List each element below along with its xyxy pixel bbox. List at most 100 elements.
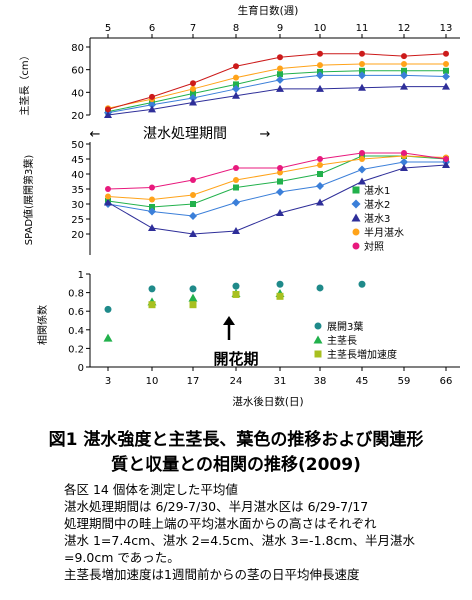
p1-top-axis-title: 生育日数(週) <box>238 4 299 17</box>
p1-data-point <box>232 84 240 93</box>
p2-data-point <box>149 204 155 210</box>
p1-data-point <box>358 83 366 91</box>
p2-legend-marker <box>352 228 360 236</box>
p1-data-point <box>190 85 196 92</box>
p2-data-point <box>276 188 284 196</box>
p3-flowering-arrowhead <box>223 316 235 325</box>
caption-title-line2: 質と収量との相関の推移(2009) <box>111 455 361 475</box>
p2-ytick-label: 25 <box>71 215 84 226</box>
p2-ytick-label: 40 <box>71 170 84 181</box>
caption-note-2: 湛水処理期間は 6/29-7/30、半月湛水区は 6/29-7/17 <box>64 499 369 514</box>
p2-data-point <box>358 165 366 174</box>
p3-ytick-label: 1 <box>78 270 84 281</box>
p1-top-tick-label: 13 <box>440 23 453 34</box>
p1-data-point <box>359 61 365 67</box>
p2-data-point <box>443 156 449 162</box>
p1-period-arrow-left: ← <box>90 127 101 142</box>
p2-series-line <box>107 161 446 217</box>
p1-data-point <box>317 50 323 57</box>
p3-xtick-label: 17 <box>187 376 200 387</box>
p2-data-point <box>277 169 283 176</box>
p1-period-arrow-right: → <box>260 127 271 142</box>
p2-data-point <box>277 165 283 171</box>
p1-data-point <box>316 84 324 92</box>
p1-top-tick-label: 5 <box>105 23 111 34</box>
p2-ytick-label: 35 <box>71 185 84 196</box>
p1-data-point <box>277 54 283 61</box>
p1-data-point <box>358 71 366 80</box>
p1-top-tick-label: 11 <box>356 23 369 34</box>
p1-data-point <box>359 50 365 57</box>
p1-data-point <box>190 90 196 97</box>
p3-data-point <box>316 284 324 292</box>
p3-data-point <box>276 292 284 300</box>
p1-data-point <box>233 74 239 81</box>
p1-data-point <box>442 82 450 90</box>
p1-ytick-label: 40 <box>71 88 84 99</box>
p2-legend-marker <box>352 242 360 250</box>
p3-xtick-label: 38 <box>314 376 327 387</box>
p3-legend-marker <box>314 322 322 330</box>
p1-top-tick-label: 12 <box>398 23 411 34</box>
p2-data-point <box>277 178 283 185</box>
p1-data-point <box>276 75 284 84</box>
caption-note-5: =9.0cm であった。 <box>64 550 180 565</box>
p1-data-point <box>401 53 407 60</box>
p1-data-point <box>401 67 407 74</box>
p1-top-tick-label: 9 <box>277 23 283 34</box>
p3-data-point <box>232 282 240 290</box>
p2-series-line <box>107 164 447 235</box>
p1-data-point <box>105 106 111 113</box>
p2-data-point <box>233 177 239 183</box>
p3-data-point <box>104 305 112 313</box>
p1-period-label: 湛水処理期間 <box>143 126 227 142</box>
p1-ytick-label: 60 <box>71 66 84 77</box>
p1-data-point <box>190 80 196 87</box>
p2-data-point <box>190 192 196 198</box>
p2-data-point <box>233 165 239 171</box>
p1-data-point <box>400 71 408 80</box>
p3-ytick-label: 0.4 <box>68 326 84 337</box>
p2-legend-label: 湛水2 <box>364 199 390 211</box>
p1-y-axis-title: 主茎長（cm） <box>19 50 31 115</box>
p1-top-tick-label: 7 <box>190 23 196 34</box>
p1-data-point <box>148 105 156 113</box>
p3-data-point <box>189 301 197 309</box>
caption-title-line1: 図1 湛水強度と主茎長、葉色の推移および関連形 <box>48 430 424 450</box>
p3-data-point <box>358 280 366 288</box>
p1-data-point <box>442 72 450 81</box>
p3-x-axis-title: 湛水後日数(日) <box>232 395 303 408</box>
p2-legend-marker <box>352 186 360 194</box>
p1-series-line <box>107 74 447 114</box>
p2-data-point <box>189 212 197 220</box>
p2-data-point <box>104 198 112 206</box>
p3-flowering-label: 開花期 <box>213 350 258 368</box>
p3-ytick-label: 0 <box>78 363 84 374</box>
p1-data-point <box>277 71 283 78</box>
p2-legend-marker <box>351 199 361 209</box>
p3-xtick-label: 45 <box>356 376 369 387</box>
p2-data-point <box>317 162 323 168</box>
p2-data-point <box>232 227 240 234</box>
p2-data-point <box>317 156 323 162</box>
p1-data-point <box>233 81 239 88</box>
p3-legend-label: 展開3葉 <box>327 320 363 333</box>
p2-data-point <box>400 158 408 166</box>
p2-ytick-label: 20 <box>71 230 84 241</box>
p1-data-point <box>233 63 239 70</box>
p2-data-point <box>276 209 284 216</box>
p1-data-point <box>443 67 449 74</box>
p1-data-point <box>359 67 365 74</box>
p2-ytick-label: 30 <box>71 200 84 211</box>
p2-data-point <box>401 150 407 156</box>
p1-data-point <box>189 98 197 106</box>
p2-data-point <box>148 224 156 231</box>
p3-data-point <box>103 333 113 342</box>
p2-data-point <box>442 161 450 168</box>
p2-data-point <box>233 184 239 191</box>
p2-y-axis-title: SPAD値(展開第3葉) <box>22 155 35 246</box>
p3-ytick-label: 0.8 <box>68 289 84 300</box>
p2-data-point <box>358 177 366 185</box>
p1-top-tick-label: 10 <box>314 23 327 34</box>
p2-data-point <box>316 198 324 206</box>
